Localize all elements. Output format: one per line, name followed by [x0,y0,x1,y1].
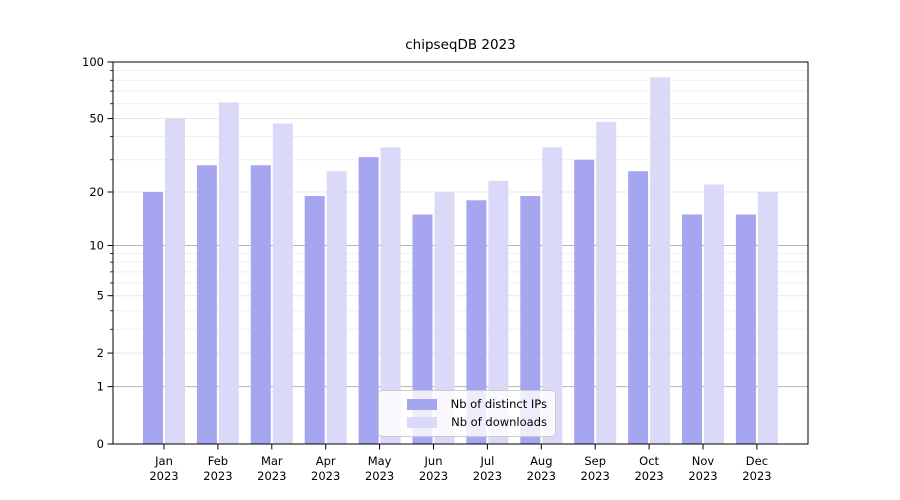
bar-distinct-ips [358,157,379,444]
x-tick-label-month: Sep [584,454,606,468]
bar-distinct-ips [735,214,756,444]
bar-distinct-ips [574,159,595,444]
x-tick-label-month: Feb [208,454,228,468]
y-tick-label: 0 [97,437,104,451]
bar-distinct-ips [466,200,487,444]
x-tick-label-year: 2023 [365,469,394,483]
x-tick-label-month: Apr [316,454,336,468]
x-tick-label-month: Oct [639,454,659,468]
bar-downloads [326,171,347,444]
y-tick-label: 10 [89,239,104,253]
x-tick-label-year: 2023 [149,469,178,483]
bar-downloads [596,121,617,444]
y-tick-label: 100 [82,55,104,69]
plot-border [112,61,809,445]
legend-label-distinct-ips: Nb of distinct IPs [450,397,547,411]
legend-swatch-distinct-ips [406,398,437,410]
x-tick-label-month: Aug [530,454,552,468]
x-tick-label-year: 2023 [527,469,556,483]
bar-distinct-ips [682,214,702,444]
x-tick-label-year: 2023 [311,469,340,483]
bar-distinct-ips [304,196,325,444]
y-tick-label: 5 [97,289,104,303]
x-tick-label-year: 2023 [688,469,717,483]
x-tick-label-month: Jul [479,454,494,468]
x-tick-label-month: Jan [154,454,173,468]
bar-downloads [650,77,671,445]
y-tick-label: 2 [97,346,104,360]
y-tick-label: 20 [89,185,104,199]
x-tick-label-month: Nov [692,454,715,468]
bar-distinct-ips [412,214,433,444]
bar-downloads [272,123,293,445]
bar-distinct-ips [520,196,541,444]
legend-item-downloads: Nb of downloads [387,415,547,429]
bar-distinct-ips [196,165,217,445]
legend-swatch-downloads [407,417,438,429]
bar-distinct-ips [143,192,163,444]
bar-downloads [704,184,724,444]
bar-downloads [757,192,778,444]
y-tick-label: 1 [97,380,104,394]
bar-downloads [218,102,239,444]
bar-distinct-ips [250,165,271,445]
x-tick-label-month: Jun [424,454,443,468]
bar-downloads [488,180,509,444]
legend-label-downloads: Nb of downloads [451,415,547,430]
chart-title: chipseqDB 2023 [405,37,516,53]
x-tick-label-year: 2023 [203,469,232,483]
y-tick-label: 50 [89,112,104,126]
x-tick-label-year: 2023 [581,469,610,483]
x-tick-label-year: 2023 [742,469,771,483]
legend: Nb of distinct IPs Nb of downloads [378,390,556,437]
x-tick-label-month: Mar [261,454,283,468]
x-tick-label-month: Dec [746,454,768,468]
x-tick-label-year: 2023 [634,469,663,483]
bar-downloads [434,192,455,444]
x-tick-label-year: 2023 [257,469,286,483]
bar-distinct-ips [628,171,649,444]
x-tick-label-month: May [368,454,392,468]
x-tick-label-year: 2023 [419,469,448,483]
x-tick-label-year: 2023 [473,469,502,483]
bar-downloads [542,147,563,444]
bar-downloads [380,147,401,444]
legend-item-distinct-ips: Nb of distinct IPs [387,397,547,411]
bar-downloads [165,118,185,444]
